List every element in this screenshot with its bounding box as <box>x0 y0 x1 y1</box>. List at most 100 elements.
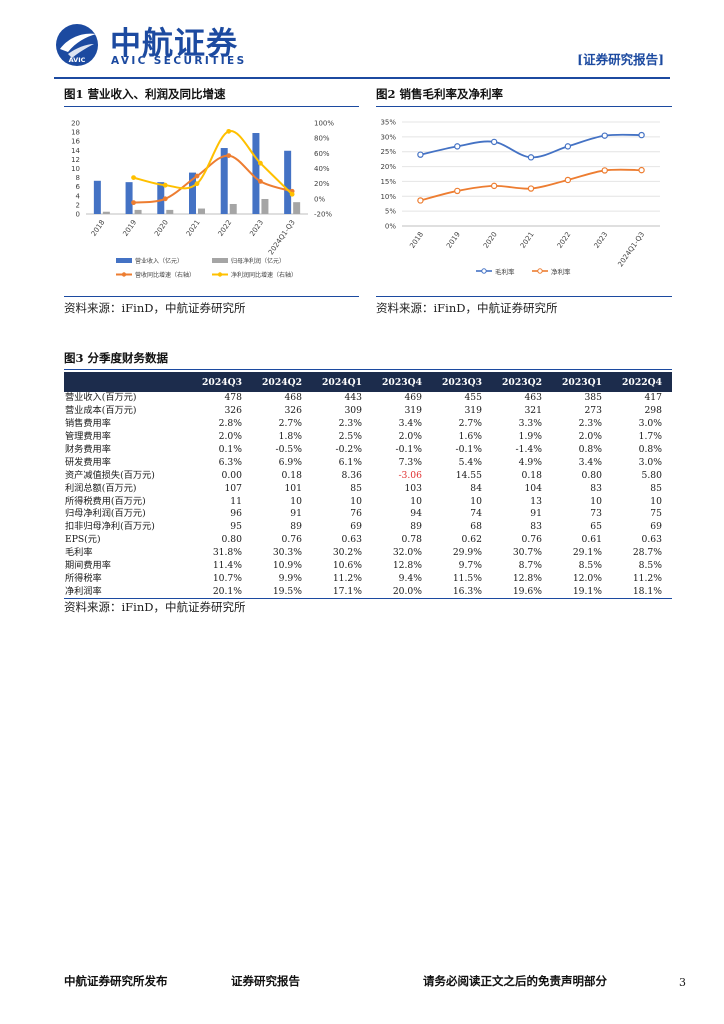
table-cell: 20.1% <box>192 585 252 599</box>
table-cell: 9.9% <box>278 572 302 584</box>
legend-label: 归母净利润（亿元） <box>231 257 285 265</box>
table-cell: 0.76 <box>281 534 302 546</box>
table-cell: 12.8% <box>512 572 542 584</box>
y-tick-label: 4 <box>76 192 81 200</box>
y2-tick-label: 60% <box>314 150 330 158</box>
table-cell: 8.5% <box>638 560 662 572</box>
table-cell: 10 <box>590 495 602 507</box>
table-cell: 11.2% <box>632 572 662 584</box>
table-cell: 326 <box>224 405 242 417</box>
table-cell: 10 <box>410 495 422 507</box>
row-label: 资产减值损失(百万元) <box>65 469 155 481</box>
table-cell: 13 <box>530 495 542 507</box>
line-net-margin-point <box>527 185 535 192</box>
table-row: EPS(元) 0.80 0.76 0.63 0.78 0.62 0.76 0.61 0.63 <box>64 534 672 547</box>
line-revenue-growth-point <box>194 173 200 179</box>
table-cell: 455 <box>464 392 482 404</box>
table-cell: 2.7% <box>278 418 302 430</box>
table-cell: 74 <box>470 508 482 520</box>
line-gross-margin-point <box>490 138 498 146</box>
line-profit-growth-point <box>194 181 200 187</box>
bar-revenue <box>284 150 292 214</box>
y-tick-label: 25% <box>380 148 396 156</box>
report-type-tag: [证券研究报告] <box>577 52 664 67</box>
table-cell: 3.0% <box>638 418 662 430</box>
y-tick-label: 20% <box>380 163 396 171</box>
bar-revenue <box>189 172 196 214</box>
footer-doc-type: 证券研究报告 <box>231 974 300 988</box>
table-row: 管理费用率 2.0% 1.8% 2.5% 2.0% 1.6% 1.9% 2.0% 1.7% <box>64 431 672 444</box>
y-tick-label: 35% <box>380 119 396 127</box>
bar-net-profit <box>198 208 205 214</box>
table-cell: 469 <box>404 392 422 404</box>
table-cell: 321 <box>524 405 542 417</box>
figure1-title: 图1 营业收入、利润及同比增速 <box>64 87 226 101</box>
table-cell: 319 <box>404 405 422 417</box>
row-label: 财务费用率 <box>65 444 111 455</box>
y-tick-label: 6 <box>76 183 81 191</box>
bar-revenue <box>93 180 101 214</box>
table-cell: 0.1% <box>218 444 242 455</box>
row-label: 管理费用率 <box>65 431 111 443</box>
table-cell: -3.06 <box>398 469 422 481</box>
table-row: 扣非归母净利(百万元) 95 89 69 89 68 83 65 69 <box>64 521 672 534</box>
table-cell: 2.0% <box>218 431 242 443</box>
line-gross-margin-point <box>527 154 535 161</box>
table-cell: 9.4% <box>398 572 422 584</box>
line-net-margin-point <box>490 182 498 190</box>
table-cell: 89 <box>290 521 302 533</box>
table-cell: 30.7% <box>512 547 542 559</box>
row-label: 期间费用率 <box>65 560 111 572</box>
table-cell: 94 <box>410 508 422 520</box>
table-cell: 1.9% <box>518 431 542 443</box>
row-label: 净利润率 <box>64 585 192 599</box>
x-tick-label: 2020 <box>153 219 170 238</box>
line-gross-margin-point <box>454 143 461 150</box>
y-tick-label: 0 <box>76 211 80 219</box>
table-cell: 417 <box>644 392 662 404</box>
table-cell: 1.6% <box>458 431 482 443</box>
legend-swatch <box>116 258 132 263</box>
table-cell: 6.1% <box>338 456 362 468</box>
legend-label: 营收同比增速（右轴） <box>135 271 195 279</box>
table-cell: 75 <box>650 508 662 520</box>
line-gross-margin-point <box>564 143 572 150</box>
table-cell: 0.18 <box>281 469 302 481</box>
header-divider <box>54 77 670 79</box>
table-cell: 19.5% <box>252 585 312 599</box>
x-tick-label: 2024Q1-Q3 <box>267 219 297 257</box>
x-tick-label: 2022 <box>556 231 573 250</box>
bar-revenue <box>125 182 133 214</box>
table-cell: 18.1% <box>612 585 672 599</box>
table-cell: 5.4% <box>458 456 482 468</box>
bar-net-profit <box>229 203 237 214</box>
line-profit-growth-point <box>131 175 136 180</box>
x-tick-label: 2023 <box>248 219 265 238</box>
table-cell: 85 <box>650 482 662 494</box>
y-tick-label: 10 <box>71 165 80 173</box>
table-row: 资产减值损失(百万元) 0.00 0.18 8.36 -3.06 14.55 0.18 0.8… <box>64 469 672 482</box>
bar-revenue <box>157 182 165 214</box>
avic-logo-icon: AVIC <box>56 24 98 66</box>
table-cell: 1.8% <box>278 431 302 443</box>
table-cell: 443 <box>344 392 362 404</box>
x-tick-label: 2018 <box>408 231 425 250</box>
legend-marker <box>217 272 223 277</box>
table-cell: 95 <box>230 521 242 533</box>
line-net-margin-point <box>454 187 461 195</box>
table-cell: 2.3% <box>338 418 362 430</box>
table-cell: 85 <box>350 482 362 494</box>
table-row: 营业收入(百万元) 478 468 443 469 455 463 385 417 <box>64 392 672 405</box>
table-cell: 319 <box>464 405 482 417</box>
y-tick-label: 5% <box>385 208 396 216</box>
bar-revenue <box>220 148 228 214</box>
bar-net-profit <box>261 198 269 214</box>
y-tick-label: 12 <box>71 156 80 164</box>
table-header-cell: 2024Q2 <box>252 372 312 392</box>
table-cell: 10 <box>470 495 482 507</box>
y-tick-label: 14 <box>71 147 80 155</box>
table-cell: 76 <box>350 508 362 520</box>
table-cell: 2.0% <box>578 431 602 443</box>
table-cell: -0.1% <box>455 444 482 455</box>
table-cell: 2.0% <box>398 431 422 443</box>
